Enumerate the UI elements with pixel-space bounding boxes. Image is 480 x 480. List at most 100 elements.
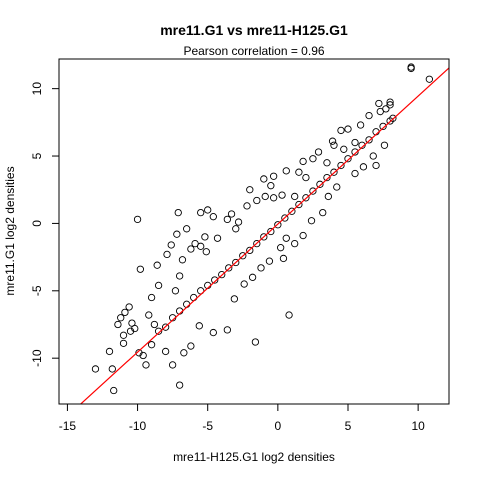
data-point <box>232 258 240 267</box>
outlier-point <box>389 114 397 122</box>
outlier-point <box>125 303 133 311</box>
points-layer <box>91 63 434 395</box>
outlier-point <box>351 138 359 147</box>
y-axis-label: mre11.G1 log2 densities <box>3 166 17 295</box>
x-tick-label: -5 <box>202 419 213 433</box>
outlier-point <box>121 308 129 317</box>
outlier-point <box>234 218 243 226</box>
data-point <box>330 168 338 176</box>
outlier-point <box>344 125 352 133</box>
outlier-point <box>278 191 286 199</box>
outlier-point <box>369 152 377 160</box>
data-point <box>267 227 275 236</box>
outlier-point <box>201 233 209 241</box>
outlier-point <box>142 361 150 369</box>
fit-line-layer <box>79 67 449 404</box>
chart-subtitle: Pearson correlation = 0.96 <box>183 44 324 58</box>
outlier-point <box>178 256 187 264</box>
outlier-point <box>356 121 365 129</box>
outlier-point <box>209 213 217 221</box>
outlier-point <box>91 365 100 373</box>
data-point <box>309 187 317 195</box>
data-point <box>344 155 352 163</box>
outlier-point <box>147 293 156 302</box>
outlier-point <box>291 192 299 201</box>
data-point <box>281 214 289 222</box>
outlier-point <box>324 192 333 201</box>
outlier-point <box>243 202 251 210</box>
data-point <box>218 270 226 279</box>
data-point <box>295 200 303 209</box>
outlier-point <box>202 248 210 256</box>
x-tick-label: -15 <box>59 419 77 433</box>
data-point <box>253 239 261 248</box>
outlier-point <box>175 272 184 280</box>
outlier-point <box>380 141 389 149</box>
outlier-point <box>232 225 240 233</box>
outlier-point <box>375 99 383 108</box>
outlier-point <box>119 339 128 348</box>
data-point <box>302 194 310 202</box>
outlier-point <box>261 192 269 201</box>
outlier-point <box>204 206 212 214</box>
outlier-point <box>365 111 373 120</box>
data-point <box>316 180 324 188</box>
data-point <box>154 327 163 335</box>
outlier-point <box>299 231 307 240</box>
outlier-point <box>150 320 159 329</box>
data-point <box>337 161 345 170</box>
outlier-point <box>314 148 323 156</box>
outlier-point <box>333 183 341 191</box>
data-point <box>379 122 387 131</box>
chart-title: mre11.G1 vs mre11-H125.G1 <box>160 22 348 38</box>
outlier-point <box>251 338 260 346</box>
outlier-point <box>302 173 310 182</box>
outlier-point <box>309 155 317 163</box>
x-axis: -15 -10 -5 0 5 10 <box>59 403 425 433</box>
outlier-point <box>154 281 163 290</box>
x-tick-label: -10 <box>129 419 147 433</box>
outlier-point <box>108 365 116 373</box>
y-tick-label: 5 <box>30 152 44 159</box>
data-point <box>351 148 359 156</box>
outlier-point <box>240 280 248 288</box>
outlier-point <box>253 196 261 205</box>
outlier-point <box>230 295 239 303</box>
outlier-point <box>161 347 170 356</box>
outlier-point <box>299 157 307 166</box>
outlier-point <box>187 342 195 350</box>
outlier-point <box>267 182 275 190</box>
outlier-point <box>171 287 180 295</box>
data-point <box>365 136 373 144</box>
outlier-point <box>223 326 231 334</box>
outlier-point <box>209 328 217 337</box>
outlier-point <box>372 161 380 170</box>
outlier-point <box>133 215 142 224</box>
outlier-point <box>117 314 125 322</box>
outlier-point <box>407 63 415 71</box>
outlier-point <box>328 137 337 145</box>
data-point <box>358 141 366 149</box>
outlier-point <box>197 242 205 250</box>
outlier-point <box>213 234 222 242</box>
data-point <box>274 221 282 229</box>
data-point <box>211 276 219 284</box>
outlier-point <box>175 381 184 389</box>
outlier-point <box>105 347 114 356</box>
y-tick-label: 10 <box>30 82 44 96</box>
outlier-point <box>223 215 231 224</box>
outlier-point <box>136 265 145 273</box>
outlier-point <box>163 250 171 259</box>
outlier-point <box>153 261 161 269</box>
outlier-point <box>180 349 188 357</box>
outlier-point <box>227 210 236 218</box>
outlier-point <box>187 245 195 253</box>
outlier-point <box>282 234 290 242</box>
outlier-point <box>269 194 278 202</box>
outlier-point <box>295 168 303 176</box>
outlier-point <box>285 311 293 319</box>
data-point <box>239 252 247 260</box>
outlier-point <box>145 311 153 319</box>
